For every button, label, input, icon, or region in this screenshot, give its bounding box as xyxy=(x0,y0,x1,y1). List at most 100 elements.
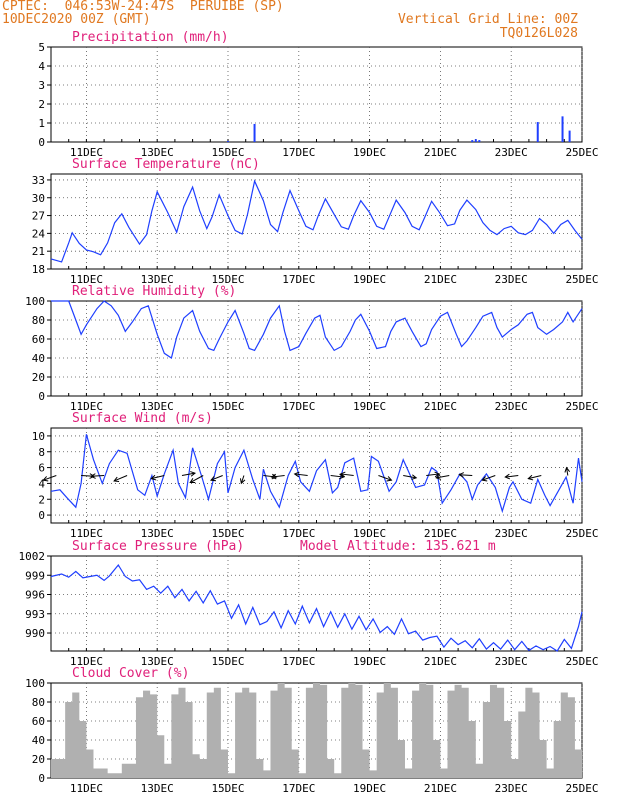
press-title: Surface Pressure (hPa) xyxy=(72,539,244,554)
precip-xtick-label: 13DEC xyxy=(141,146,174,159)
cloud-xtick-label: 13DEC xyxy=(141,782,174,795)
rh-xtick-label: 19DEC xyxy=(353,400,386,413)
cloud-xtick-label: 25DEC xyxy=(565,782,598,795)
wind-vector xyxy=(330,475,344,478)
precip-bar xyxy=(561,116,564,142)
wind-vector-head xyxy=(293,471,300,478)
cloud-ytick-label: 60 xyxy=(32,715,45,728)
wind-ytick-label: 6 xyxy=(38,462,45,475)
wind-ytick-label: 0 xyxy=(38,509,45,522)
temp-ytick-label: 27 xyxy=(32,210,45,223)
precip-ytick-label: 2 xyxy=(38,98,45,111)
wind-vector xyxy=(528,475,542,480)
wind-xtick-label: 23DEC xyxy=(495,527,528,540)
wind-vector xyxy=(505,475,519,478)
press-extra-title: Model Altitude: 135.621 m xyxy=(300,539,496,554)
wind-vector-head xyxy=(150,474,157,481)
temp-ytick-label: 24 xyxy=(32,227,46,240)
wind-vector-head xyxy=(270,473,277,480)
temp-title: Surface Temperature (nC) xyxy=(72,157,260,172)
precip-xtick-label: 23DEC xyxy=(495,146,528,159)
wind-vector-head xyxy=(339,471,346,478)
press-xtick-label: 19DEC xyxy=(353,655,386,668)
cloud-ytick-label: 0 xyxy=(38,772,45,785)
press-series-line xyxy=(50,563,583,652)
cloud-xtick-label: 17DEC xyxy=(282,782,315,795)
press-frame xyxy=(50,555,583,652)
precip-bar xyxy=(478,140,481,142)
temp-xtick-label: 15DEC xyxy=(211,273,244,286)
rh-frame xyxy=(50,300,583,397)
wind-vector xyxy=(340,473,354,476)
wind-vector xyxy=(566,467,569,476)
wind-title: Surface Wind (m/s) xyxy=(72,411,213,426)
press-xtick-label: 13DEC xyxy=(141,655,174,668)
precip-xtick-label: 15DEC xyxy=(211,146,244,159)
press-ytick-label: 1002 xyxy=(19,550,46,563)
rh-ytick-label: 100 xyxy=(25,295,45,308)
temp-xtick-label: 13DEC xyxy=(141,273,174,286)
cloud-title: Cloud Cover (%) xyxy=(72,666,189,681)
press-ytick-label: 996 xyxy=(25,589,45,602)
precip-xtick-label: 21DEC xyxy=(424,146,457,159)
wind-vector xyxy=(482,475,496,481)
cloud-xtick-label: 11DEC xyxy=(70,782,103,795)
temp-xtick-label: 23DEC xyxy=(495,273,528,286)
wind-ytick-label: 4 xyxy=(38,477,45,490)
wind-vector-head xyxy=(386,476,393,482)
wind-vector xyxy=(403,475,417,479)
rh-ytick-label: 40 xyxy=(32,352,45,365)
wind-vector xyxy=(436,475,450,479)
precip-title: Precipitation (mm/h) xyxy=(72,30,229,45)
wind-vector xyxy=(271,475,285,478)
wind-vector-head xyxy=(90,473,96,479)
wind-vector-head xyxy=(481,476,488,482)
cloud-xtick-label: 23DEC xyxy=(495,782,528,795)
cloud-ytick-label: 100 xyxy=(25,677,45,690)
press-xtick-label: 17DEC xyxy=(282,655,315,668)
wind-ytick-label: 8 xyxy=(38,446,45,459)
temp-xtick-label: 21DEC xyxy=(424,273,457,286)
wind-xtick-label: 13DEC xyxy=(141,527,174,540)
precip-xtick-label: 11DEC xyxy=(70,146,103,159)
rh-title: Relative Humidity (%) xyxy=(72,284,236,299)
wind-vector xyxy=(113,475,128,482)
precip-ytick-label: 3 xyxy=(38,79,45,92)
precip-bar xyxy=(253,123,256,142)
temp-xtick-label: 11DEC xyxy=(70,273,103,286)
wind-vector xyxy=(181,472,196,476)
precip-bar xyxy=(568,130,571,142)
precip-bar xyxy=(474,139,477,142)
wind-vector-head xyxy=(210,476,217,482)
header-run-code: TQ0126L028 xyxy=(499,26,578,41)
wind-xtick-label: 25DEC xyxy=(565,527,598,540)
rh-xtick-label: 23DEC xyxy=(495,400,528,413)
wind-xtick-label: 17DEC xyxy=(282,527,315,540)
press-ytick-label: 993 xyxy=(25,608,45,621)
precip-ytick-label: 0 xyxy=(38,136,45,149)
rh-ytick-label: 80 xyxy=(32,314,45,327)
wind-series-line xyxy=(50,434,583,514)
wind-vector-head xyxy=(190,471,197,477)
rh-xtick-label: 17DEC xyxy=(282,400,315,413)
wind-vector xyxy=(426,473,440,476)
precip-frame xyxy=(50,46,583,143)
wind-vector xyxy=(189,475,204,483)
temp-xtick-label: 25DEC xyxy=(565,273,598,286)
cloud-xtick-label: 21DEC xyxy=(424,782,457,795)
rh-xtick-label: 25DEC xyxy=(565,400,598,413)
precip-xtick-label: 17DEC xyxy=(282,146,315,159)
press-xtick-label: 15DEC xyxy=(211,655,244,668)
wind-vector-head xyxy=(504,473,511,480)
temp-ytick-label: 30 xyxy=(32,192,45,205)
precip-ytick-label: 4 xyxy=(38,60,45,73)
temp-ytick-label: 33 xyxy=(32,174,45,187)
wind-vector-head xyxy=(434,471,441,478)
cloud-ytick-label: 80 xyxy=(32,696,45,709)
precip-xtick-label: 19DEC xyxy=(353,146,386,159)
wind-vector xyxy=(151,475,165,480)
press-xtick-label: 11DEC xyxy=(70,655,103,668)
wind-vector-head xyxy=(527,474,534,481)
precip-bar xyxy=(536,122,539,142)
temp-ytick-label: 18 xyxy=(32,263,45,276)
